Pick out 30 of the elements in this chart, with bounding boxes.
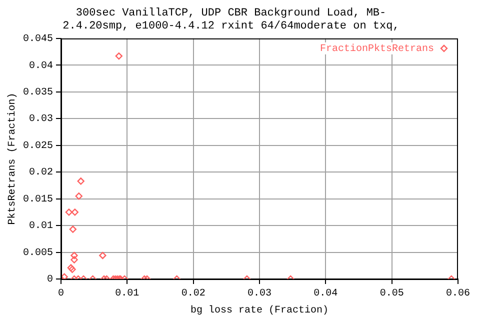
chart-title: 300sec VanillaTCP, UDP CBR Background Load, MB- 2.4.20smp, e1000-4.4.12 rxint 64/64moderate on txq,: [62, 8, 400, 33]
x-tick-label: 0: [58, 288, 64, 300]
x-tick-label: 0.01: [115, 288, 140, 300]
y-tick-label: 0.025: [22, 140, 54, 152]
point: [65, 208, 73, 216]
x-tick-label: 0.06: [446, 288, 470, 300]
x-tick-label: 0.05: [380, 288, 404, 300]
y-tick-label: 0: [46, 274, 54, 286]
y-axis-title: PktsRetrans (Fraction): [6, 92, 19, 225]
x-tick-label: 0.02: [181, 288, 206, 300]
point: [70, 256, 78, 264]
legend-label: FractionPktsRetrans: [320, 43, 434, 56]
point: [99, 252, 106, 260]
y-tick-label: 0.015: [22, 194, 54, 206]
y-tick-label: 0.04: [28, 60, 54, 72]
point: [75, 192, 82, 200]
y-tick-label: 0.02: [28, 168, 54, 179]
x-tick-label: 0.04: [314, 288, 338, 300]
y-tick-label: 0.005: [22, 248, 54, 259]
x-axis-title: bg loss rate (Fraction): [190, 304, 329, 317]
y-tick-label: 0.035: [22, 88, 54, 99]
x-tick-label: 0.03: [247, 288, 272, 300]
y-tick-label: 0.045: [22, 34, 54, 46]
point: [71, 208, 78, 216]
point: [70, 252, 78, 260]
point: [69, 226, 77, 233]
y-tick-label: 0.01: [28, 221, 54, 232]
point: [77, 178, 84, 185]
point: [61, 273, 68, 279]
y-tick-label: 0.03: [28, 114, 54, 126]
